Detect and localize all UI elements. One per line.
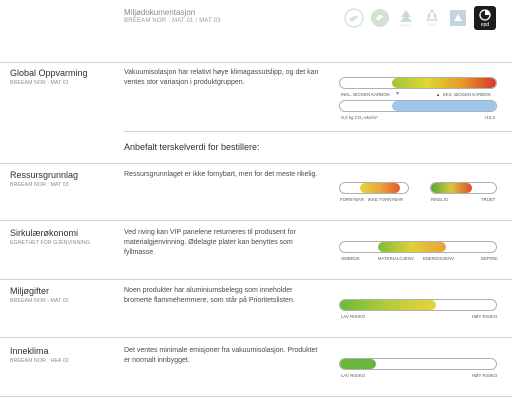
pefc-icon: PEFC — [396, 8, 416, 28]
eu-ecolabel-icon — [370, 8, 390, 28]
inneklima-title: Inneklima — [10, 346, 49, 356]
global-axis-min: -5,0 kg CO₂-ekv/m² — [340, 115, 378, 120]
global-warming-scale-bar — [339, 77, 497, 89]
pefc-logo-text: PEFC — [401, 23, 412, 28]
sirkul-label-energigjenv: ENERGIGJENV. — [423, 256, 455, 261]
inneklima-fill — [340, 359, 376, 369]
inneklima-scale-bar — [339, 358, 497, 370]
miljogifter-label-hoy: HØY RISIKO — [472, 314, 498, 319]
miljogifter-title: Miljøgifter — [10, 286, 50, 296]
arrow-down-icon: ▼ — [395, 91, 401, 97]
ressurs-abundance-bar — [430, 182, 497, 194]
ressurs-renewable-bar — [339, 182, 409, 194]
ressurs-abundance-fill — [431, 183, 472, 193]
sirkul-label-deponi: DEPONI — [481, 256, 498, 261]
sirkul-description: Ved riving kan VIP panelene returneres t… — [124, 229, 296, 256]
divider — [0, 279, 512, 280]
ressurs-label-truet: TRUET — [481, 197, 496, 202]
byggvare-label-icon — [448, 8, 468, 28]
ressurs-label-rikelig: RIKELIG — [431, 197, 449, 202]
miljogifter-scale-bar — [339, 299, 497, 311]
divider — [0, 220, 512, 221]
epd-logo-text: epd — [480, 21, 490, 28]
inneklima-subtitle: BREEAM NOR : HEA 02 — [10, 358, 69, 364]
miljogifter-label-lav: LAV RISIKO — [341, 314, 365, 319]
ressurs-label-ikke-fornybar: IKKE FORNYBAR — [368, 197, 404, 202]
fsc-logo-text: FSC — [428, 22, 436, 27]
ressurs-title: Ressursgrunnlag — [10, 170, 79, 180]
inneklima-description: Det ventes minimale emisjoner fra vakuum… — [124, 347, 318, 364]
epd-icon — [479, 8, 491, 21]
ressurs-description: Ressursgrunnlaget er ikke fornybart, men… — [124, 171, 318, 178]
sirkul-fill — [378, 242, 446, 252]
global-warming-second-fill — [392, 101, 496, 111]
ressurs-subtitle: BREEAM NOR : MAT 03 — [10, 182, 69, 188]
header-title: Miljødokumentasjon — [124, 8, 196, 17]
global-title: Global Oppvarming — [10, 68, 88, 78]
miljogifter-subtitle: BREEAM NOR : MAT 02 — [10, 298, 69, 304]
divider — [0, 163, 512, 164]
global-subtitle: BREEAM NOR : MAT 01 — [10, 80, 69, 86]
miljogifter-description: Noen produkter har aluminiumsbelegg som … — [124, 287, 295, 304]
fsc-icon: FSC — [422, 8, 442, 28]
inneklima-label-lav: LAV RISIKO — [341, 373, 365, 378]
cross-marker-icon: ▲ — [436, 92, 441, 97]
divider — [124, 131, 512, 132]
sirkul-scale-bar — [339, 241, 497, 253]
global-warming-second-bar — [339, 100, 497, 112]
epd-logo: epd — [474, 6, 496, 30]
global-label-excl-biogen: EKS. BIOGEN KARBON — [443, 92, 491, 97]
global-label-incl-biogen: INKL. BIOGEN KARBON — [341, 92, 390, 97]
recommended-threshold-heading: Anbefalt terskelverdi for bestillere: — [124, 142, 260, 152]
divider — [0, 337, 512, 338]
miljogifter-fill — [340, 300, 436, 310]
ressurs-label-fornybar: FORNYBAR — [340, 197, 365, 202]
inneklima-label-hoy: HØY RISIKO — [472, 373, 498, 378]
certification-logos: PEFC FSC epd — [344, 6, 496, 30]
header-subtitle: BREEAM NOR : MAT 01 / MAT 03 — [124, 18, 221, 24]
divider — [0, 396, 512, 397]
sirkul-title: Sirkulærøkonomi — [10, 228, 79, 238]
ressurs-renewable-fill — [360, 183, 400, 193]
global-warming-fill-gradient — [392, 78, 496, 88]
swan-eco-label-icon — [344, 8, 364, 28]
sirkul-label-ombruk: OMBRUK — [341, 256, 360, 261]
global-description: Vakuumisolasjon har relativt høye klimag… — [124, 69, 319, 86]
sirkul-label-materialgjenv: MATERIALGJENV. — [378, 256, 415, 261]
divider — [0, 62, 512, 63]
sirkul-subtitle: EGNETHET FOR GJENVINNING — [10, 240, 90, 246]
global-axis-max: +15,0 — [484, 115, 496, 120]
